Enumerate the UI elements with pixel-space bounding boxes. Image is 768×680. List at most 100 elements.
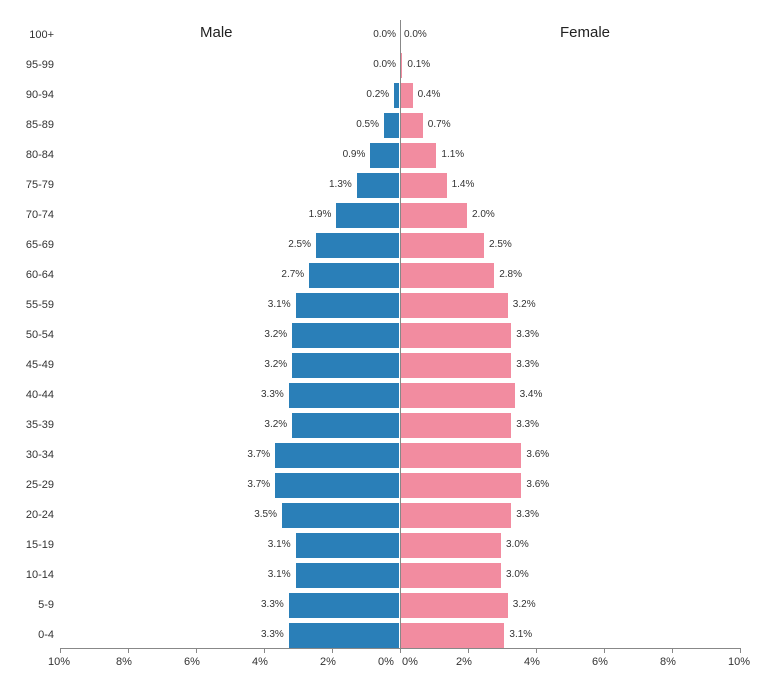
- x-tick-mark: [468, 648, 469, 653]
- female-bar: [400, 442, 522, 469]
- age-label: 0-4: [10, 629, 54, 641]
- female-value: 1.4%: [452, 179, 475, 190]
- x-tick-mark: [196, 648, 197, 653]
- male-bar: [288, 592, 400, 619]
- age-label: 100+: [10, 29, 54, 41]
- x-tick-label: 10%: [48, 656, 70, 668]
- male-value: 3.5%: [237, 509, 277, 520]
- x-tick-mark: [264, 648, 265, 653]
- x-tick-mark: [740, 648, 741, 653]
- x-tick-mark: [60, 648, 61, 653]
- x-tick-label: 8%: [116, 656, 132, 668]
- female-value: 3.0%: [506, 539, 529, 550]
- male-value: 3.3%: [244, 599, 284, 610]
- age-label: 40-44: [10, 389, 54, 401]
- male-value: 1.3%: [312, 179, 352, 190]
- female-value: 3.3%: [516, 509, 539, 520]
- age-label: 90-94: [10, 89, 54, 101]
- female-bar: [400, 412, 512, 439]
- age-label: 65-69: [10, 239, 54, 251]
- x-tick-mark: [400, 648, 401, 653]
- female-bar: [400, 142, 437, 169]
- age-label: 85-89: [10, 119, 54, 131]
- female-value: 3.2%: [513, 299, 536, 310]
- male-value: 3.3%: [244, 389, 284, 400]
- age-label: 15-19: [10, 539, 54, 551]
- male-bar: [308, 262, 400, 289]
- x-tick-label: 4%: [524, 656, 540, 668]
- male-bar: [393, 82, 400, 109]
- age-label: 55-59: [10, 299, 54, 311]
- female-value: 0.4%: [418, 89, 441, 100]
- female-value: 1.1%: [441, 149, 464, 160]
- age-label: 5-9: [10, 599, 54, 611]
- male-bar: [274, 472, 400, 499]
- female-bar: [400, 232, 485, 259]
- age-label: 20-24: [10, 509, 54, 521]
- male-header: Male: [200, 24, 233, 41]
- male-value: 3.3%: [244, 629, 284, 640]
- female-bar: [400, 562, 502, 589]
- male-value: 0.0%: [356, 29, 396, 40]
- female-value: 3.3%: [516, 329, 539, 340]
- age-label: 80-84: [10, 149, 54, 161]
- x-tick-mark: [128, 648, 129, 653]
- male-bar: [291, 412, 400, 439]
- female-value: 2.8%: [499, 269, 522, 280]
- male-bar: [295, 532, 400, 559]
- male-bar: [335, 202, 400, 229]
- age-label: 45-49: [10, 359, 54, 371]
- female-bar: [400, 202, 468, 229]
- male-bar: [383, 112, 400, 139]
- x-tick-label: 10%: [728, 656, 750, 668]
- age-label: 70-74: [10, 209, 54, 221]
- male-value: 3.7%: [230, 479, 270, 490]
- male-bar: [291, 322, 400, 349]
- male-bar: [295, 292, 400, 319]
- female-header: Female: [560, 24, 610, 41]
- female-bar: [400, 622, 505, 649]
- male-bar: [356, 172, 400, 199]
- x-tick-label: 2%: [320, 656, 336, 668]
- x-tick-label: 6%: [184, 656, 200, 668]
- male-value: 3.1%: [251, 539, 291, 550]
- x-tick-mark: [672, 648, 673, 653]
- female-value: 3.2%: [513, 599, 536, 610]
- female-bar: [400, 502, 512, 529]
- x-tick-label: 6%: [592, 656, 608, 668]
- female-value: 3.6%: [526, 449, 549, 460]
- x-tick-label: 0%: [402, 656, 418, 668]
- male-value: 3.2%: [247, 329, 287, 340]
- age-label: 25-29: [10, 479, 54, 491]
- male-bar: [288, 622, 400, 649]
- male-bar: [274, 442, 400, 469]
- male-value: 0.9%: [325, 149, 365, 160]
- female-bar: [400, 532, 502, 559]
- male-value: 0.2%: [349, 89, 389, 100]
- age-label: 35-39: [10, 419, 54, 431]
- male-bar: [281, 502, 400, 529]
- female-bar: [400, 382, 516, 409]
- male-value: 2.5%: [271, 239, 311, 250]
- female-value: 3.1%: [509, 629, 532, 640]
- male-value: 2.7%: [264, 269, 304, 280]
- female-bar: [400, 352, 512, 379]
- male-bar: [295, 562, 400, 589]
- male-bar: [291, 352, 400, 379]
- male-value: 3.1%: [251, 569, 291, 580]
- x-tick-label: 8%: [660, 656, 676, 668]
- female-bar: [400, 292, 509, 319]
- age-label: 95-99: [10, 59, 54, 71]
- population-pyramid-chart: MaleFemale100+0.0%0.0%95-990.0%0.1%90-94…: [0, 0, 768, 680]
- male-bar: [288, 382, 400, 409]
- x-tick-mark: [536, 648, 537, 653]
- female-bar: [400, 112, 424, 139]
- male-value: 3.2%: [247, 359, 287, 370]
- female-value: 3.3%: [516, 359, 539, 370]
- x-tick-mark: [332, 648, 333, 653]
- age-label: 50-54: [10, 329, 54, 341]
- female-value: 3.0%: [506, 569, 529, 580]
- female-value: 0.7%: [428, 119, 451, 130]
- male-value: 3.2%: [247, 419, 287, 430]
- female-bar: [400, 262, 495, 289]
